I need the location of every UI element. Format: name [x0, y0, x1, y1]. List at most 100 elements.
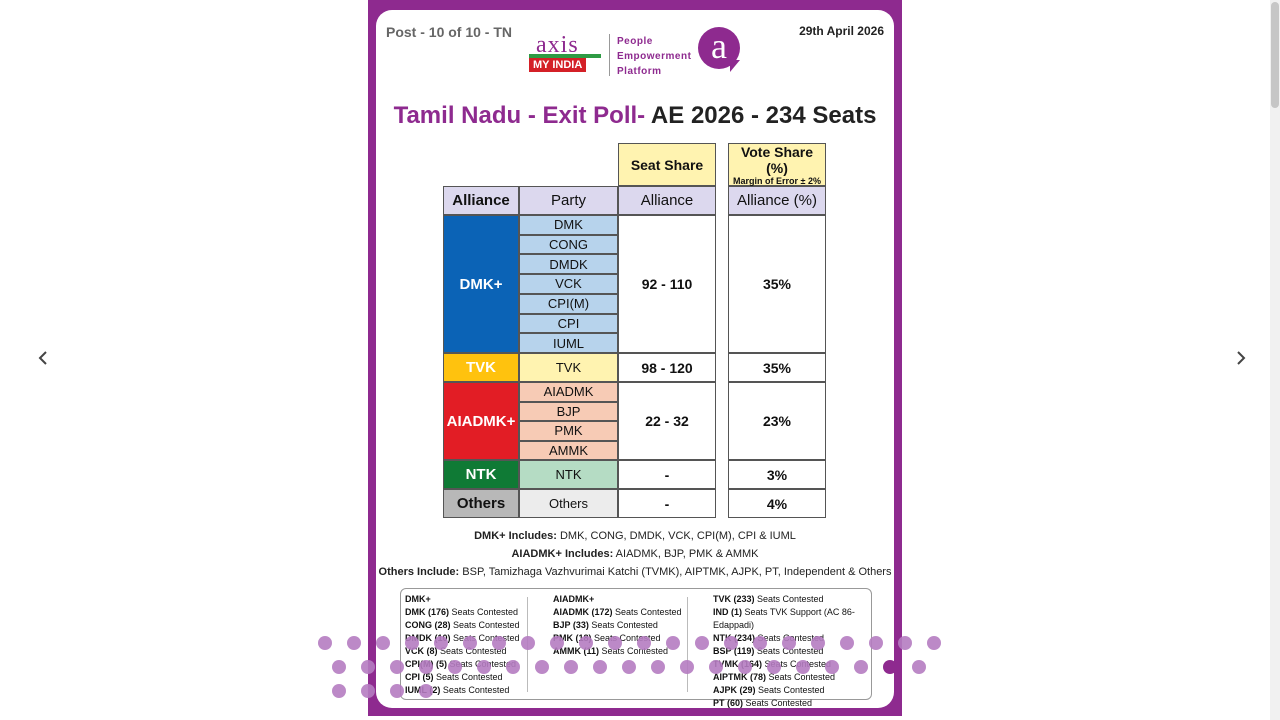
- pagination-dot[interactable]: [506, 660, 520, 674]
- contested-party: DMK+: [405, 594, 431, 604]
- pagination-dot[interactable]: [419, 684, 433, 698]
- pagination-dot[interactable]: [405, 636, 419, 650]
- contested-row: PMK (18) Seats Contested: [553, 632, 682, 645]
- pagination-dot[interactable]: [361, 684, 375, 698]
- pagination-dot[interactable]: [550, 636, 564, 650]
- contested-text: Seats Contested: [755, 685, 825, 695]
- pagination-dot[interactable]: [651, 660, 665, 674]
- includes-line: DMK+ Includes: DMK, CONG, DMDK, VCK, CPI…: [376, 530, 894, 542]
- pagination-dot[interactable]: [840, 636, 854, 650]
- pagination-dot[interactable]: [390, 684, 404, 698]
- pagination-dot[interactable]: [376, 636, 390, 650]
- pagination-dot[interactable]: [912, 660, 926, 674]
- seat-share-value: 22 - 32: [618, 382, 716, 460]
- party-cell: CPI: [519, 313, 618, 334]
- contested-party: AIADMK+: [553, 594, 595, 604]
- includes-label: DMK+ Includes:: [474, 530, 557, 542]
- chevron-left-icon: [38, 351, 47, 365]
- pagination-dot[interactable]: [492, 636, 506, 650]
- includes-label: Others Include:: [378, 566, 460, 578]
- pagination-dot[interactable]: [419, 660, 433, 674]
- vote-share-value: 23%: [728, 382, 826, 460]
- pagination-dot[interactable]: [854, 660, 868, 674]
- pagination-dot[interactable]: [898, 636, 912, 650]
- party-cell: DMDK: [519, 254, 618, 275]
- pagination-dot[interactable]: [825, 660, 839, 674]
- pagination-dot[interactable]: [796, 660, 810, 674]
- pagination-dot[interactable]: [724, 636, 738, 650]
- pagination-dot[interactable]: [680, 660, 694, 674]
- pagination-dot[interactable]: [883, 660, 897, 674]
- pagination-dot[interactable]: [318, 636, 332, 650]
- contested-text: Seats Contested: [449, 607, 519, 617]
- pagination-dot[interactable]: [477, 660, 491, 674]
- contested-party: VCK (8): [405, 646, 438, 656]
- contested-text: Seats Contested: [433, 672, 503, 682]
- contested-row: PT (60) Seats Contested: [713, 697, 871, 708]
- party-cell: PMK: [519, 421, 618, 441]
- party-cell: CPI(M): [519, 293, 618, 314]
- logo-tagline-line: Empowerment: [617, 51, 692, 62]
- pagination-dot[interactable]: [535, 660, 549, 674]
- page-title: Tamil Nadu - Exit Poll- AE 2026 - 234 Se…: [376, 102, 894, 130]
- contested-text: Seats Contested: [743, 698, 813, 708]
- pagination-dot[interactable]: [390, 660, 404, 674]
- pagination-dot[interactable]: [347, 636, 361, 650]
- contested-party: DMK (176): [405, 607, 450, 617]
- pagination-dot[interactable]: [811, 636, 825, 650]
- party-cell: CONG: [519, 234, 618, 255]
- pagination-dot[interactable]: [753, 636, 767, 650]
- pagination-dot[interactable]: [332, 684, 346, 698]
- carousel-prev-button[interactable]: [29, 344, 57, 372]
- pagination-dot[interactable]: [564, 660, 578, 674]
- page-scrollbar-thumb[interactable]: [1271, 2, 1279, 108]
- contested-row: TVMK (164) Seats Contested: [713, 658, 871, 671]
- pagination-dot[interactable]: [593, 660, 607, 674]
- contested-text: Seats Contested: [612, 607, 682, 617]
- contested-row: AIADMK+: [553, 593, 682, 606]
- pagination-dot[interactable]: [463, 636, 477, 650]
- includes-text: DMK, CONG, DMDK, VCK, CPI(M), CPI & IUML: [556, 530, 796, 542]
- vote-share-value: 35%: [728, 353, 826, 382]
- contested-text: Seats Contested: [588, 620, 658, 630]
- pagination-dot[interactable]: [666, 636, 680, 650]
- party-cell: VCK: [519, 274, 618, 294]
- alliance-aiadmk-cell: AIADMK+: [443, 382, 519, 460]
- pagination-dot[interactable]: [608, 636, 622, 650]
- pagination-dot[interactable]: [434, 636, 448, 650]
- party-cell: DMK: [519, 215, 618, 235]
- alliance-ntk-cell: NTK: [443, 460, 519, 489]
- pagination-dot[interactable]: [361, 660, 375, 674]
- pagination-dot[interactable]: [332, 660, 346, 674]
- pagination-dot[interactable]: [622, 660, 636, 674]
- pagination-dot[interactable]: [738, 660, 752, 674]
- pagination-dot[interactable]: [927, 636, 941, 650]
- pagination-dot[interactable]: [521, 636, 535, 650]
- contested-text: Seats Contested: [754, 594, 824, 604]
- contested-text: Seats Contested: [591, 633, 661, 643]
- party-cell: BJP: [519, 401, 618, 421]
- pagination-dot[interactable]: [869, 636, 883, 650]
- pagination-dot[interactable]: [767, 660, 781, 674]
- contested-party: CONG (28): [405, 620, 451, 630]
- logo-a-tail: [730, 60, 740, 72]
- contested-column-aiadmk: AIADMK+ AIADMK (172) Seats Contested BJP (…: [553, 593, 682, 658]
- contested-text: Seats Contested: [766, 672, 836, 682]
- pagination-dot[interactable]: [695, 636, 709, 650]
- pagination-dot[interactable]: [448, 660, 462, 674]
- carousel-next-button[interactable]: [1227, 344, 1255, 372]
- vote-share-header: Vote Share (%) Margin of Error ± 2%: [728, 143, 826, 186]
- contested-row: DMK (176) Seats Contested: [405, 606, 520, 619]
- pagination-dot[interactable]: [637, 636, 651, 650]
- contested-party: PT (60): [713, 698, 744, 708]
- contested-row: AIADMK (172) Seats Contested: [553, 606, 682, 619]
- page-scrollbar-track[interactable]: [1270, 0, 1280, 720]
- pagination-dot[interactable]: [782, 636, 796, 650]
- contested-row: BSP (119) Seats Contested: [713, 645, 871, 658]
- pagination-dot[interactable]: [579, 636, 593, 650]
- includes-label: AIADMK+ Includes:: [511, 548, 614, 560]
- pagination-dot[interactable]: [709, 660, 723, 674]
- contested-row: AJPK (29) Seats Contested: [713, 684, 871, 697]
- contested-party: BSP (119): [713, 646, 755, 656]
- logo-axis-text: axis: [536, 32, 579, 58]
